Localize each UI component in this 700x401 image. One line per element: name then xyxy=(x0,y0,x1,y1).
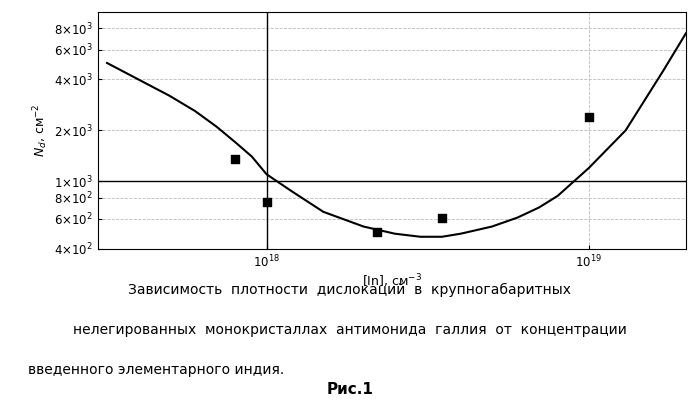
Text: введенного элементарного индия.: введенного элементарного индия. xyxy=(28,363,284,377)
Y-axis label: $N_d$, см$^{-2}$: $N_d$, см$^{-2}$ xyxy=(32,103,50,157)
X-axis label: [In], см$^{-3}$: [In], см$^{-3}$ xyxy=(362,273,422,290)
Text: Рис.1: Рис.1 xyxy=(327,382,373,397)
Point xyxy=(230,156,241,162)
Text: нелегированных  монокристаллах  антимонида  галлия  от  концентрации: нелегированных монокристаллах антимонида… xyxy=(73,323,627,337)
Point xyxy=(583,114,594,120)
Point xyxy=(372,229,383,235)
Point xyxy=(436,215,447,221)
Text: Зависимость  плотности  дислокаций  в  крупногабаритных: Зависимость плотности дислокаций в крупн… xyxy=(129,283,571,297)
Point xyxy=(261,199,272,206)
